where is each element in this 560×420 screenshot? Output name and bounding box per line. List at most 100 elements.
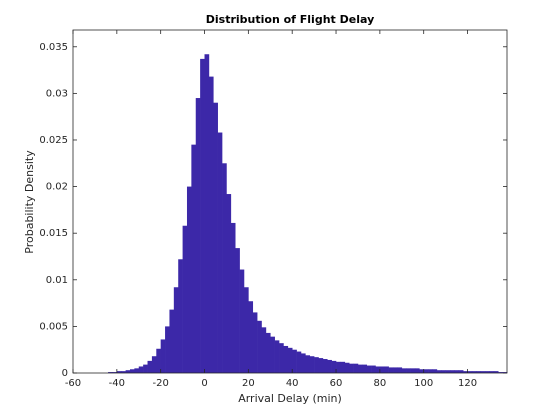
bar — [265, 332, 271, 373]
bar — [463, 371, 468, 373]
bar — [178, 259, 183, 373]
bar — [357, 364, 363, 373]
bar — [138, 366, 144, 373]
bar — [230, 222, 236, 373]
bar — [182, 225, 188, 373]
bar — [217, 132, 223, 373]
bar — [274, 340, 280, 373]
bar — [467, 371, 473, 373]
x-tick-label: -60 — [65, 378, 81, 389]
y-axis-label: Probability Density — [23, 150, 36, 254]
bar — [480, 371, 486, 373]
x-tick-label: 60 — [330, 378, 343, 389]
y-tick-label: 0.01 — [46, 275, 68, 286]
bar — [195, 98, 201, 373]
bar — [423, 369, 429, 373]
y-tick-label: 0.02 — [46, 182, 68, 193]
y-tick-label: 0 — [62, 368, 68, 379]
bar — [406, 368, 411, 373]
bar — [397, 367, 403, 373]
bar — [498, 372, 503, 373]
y-tick-label: 0.005 — [39, 321, 68, 332]
bar — [388, 367, 394, 373]
bar — [331, 360, 337, 373]
bar — [261, 327, 267, 373]
bar — [287, 347, 293, 373]
bar — [441, 370, 446, 373]
bar — [270, 336, 275, 373]
bar — [322, 359, 328, 373]
y-tick-label: 0.03 — [46, 88, 68, 99]
bar — [252, 312, 258, 373]
bar — [428, 369, 433, 373]
bar — [279, 343, 284, 373]
bar — [485, 371, 490, 373]
bar — [243, 287, 249, 373]
bar — [283, 345, 289, 373]
bar — [108, 372, 113, 373]
bar — [340, 361, 346, 373]
bar — [112, 372, 118, 373]
bar — [129, 369, 135, 373]
bar — [292, 349, 297, 373]
x-axis-label: Arrival Delay (min) — [238, 392, 342, 405]
bar — [432, 369, 438, 373]
bar — [502, 372, 508, 373]
x-tick-label: 40 — [286, 378, 299, 389]
bar — [410, 368, 416, 373]
bar — [371, 365, 376, 373]
bar — [300, 353, 306, 373]
y-tick-label: 0.035 — [39, 42, 68, 53]
bar — [116, 371, 122, 373]
x-tick-label: 0 — [201, 378, 207, 389]
bar — [257, 320, 262, 373]
bar — [235, 248, 240, 373]
bar — [213, 102, 218, 374]
bar — [134, 368, 140, 373]
bar — [160, 339, 166, 373]
bar — [366, 365, 372, 373]
axes-box — [72, 29, 508, 374]
bar — [200, 58, 205, 374]
y-tick-label: 0.015 — [39, 228, 68, 239]
bar — [384, 366, 389, 373]
bar — [401, 368, 407, 373]
bar — [476, 371, 481, 373]
bar — [314, 357, 319, 373]
bar — [143, 364, 148, 373]
bar — [226, 194, 232, 373]
bar — [454, 370, 460, 373]
bar — [169, 309, 175, 373]
bar — [493, 371, 499, 373]
x-tick-label: 100 — [414, 378, 433, 389]
bar — [336, 361, 341, 373]
bar — [458, 370, 464, 373]
bar — [414, 368, 420, 373]
bar — [353, 363, 359, 373]
x-tick-label: 80 — [374, 378, 387, 389]
bar — [296, 351, 302, 373]
bar — [489, 371, 495, 373]
bar — [393, 367, 398, 373]
bar — [419, 369, 425, 373]
chart-title: Distribution of Flight Delay — [206, 13, 375, 26]
bar — [344, 362, 350, 373]
bar — [186, 186, 192, 373]
bar — [239, 269, 245, 373]
bar — [318, 358, 324, 373]
y-tick-label: 0.025 — [39, 135, 68, 146]
bar — [125, 370, 131, 373]
bar — [309, 356, 315, 373]
bar — [204, 54, 210, 373]
bar — [156, 348, 161, 373]
bar — [362, 364, 368, 373]
bar — [222, 163, 227, 373]
x-tick-label: -40 — [109, 378, 125, 389]
bar — [349, 363, 354, 373]
bar — [208, 76, 214, 373]
bar — [375, 366, 381, 373]
bar — [151, 356, 157, 373]
bar — [436, 370, 442, 373]
bar — [305, 355, 311, 373]
